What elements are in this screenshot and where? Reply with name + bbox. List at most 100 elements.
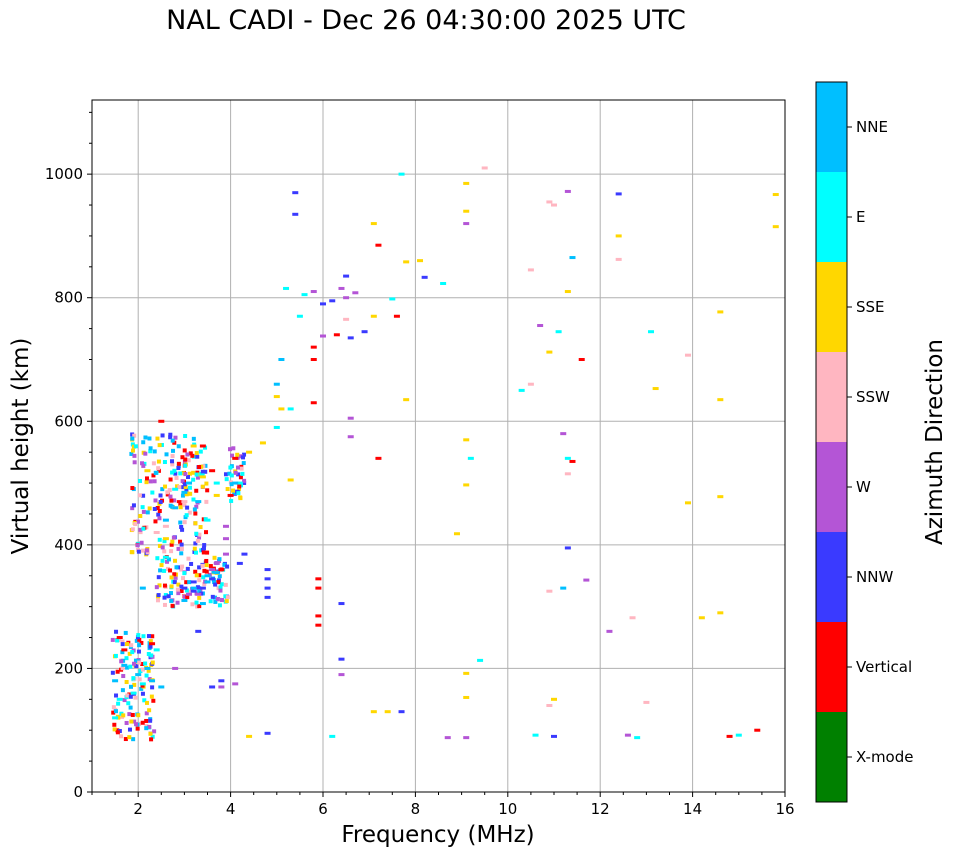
echo-point [185,595,190,600]
echo-point-e [564,456,571,460]
echo-point [151,698,156,703]
echo-point [138,669,143,674]
echo-point-nnw [218,679,225,683]
echo-point [124,679,129,684]
echo-point-vertical [176,500,183,504]
echo-point [203,469,208,474]
echo-point [186,458,191,463]
echo-point-nnw [320,302,326,306]
echo-point [172,572,177,577]
echo-point [148,479,153,484]
echo-point-nnw [236,561,243,565]
echo-point [236,491,241,496]
echo-point [133,522,138,527]
echo-point [138,514,143,519]
echo-point [178,471,183,476]
echo-point [162,568,167,573]
echo-point-vertical [310,358,317,361]
echo-point-ssw [546,200,553,204]
echo-point [170,438,175,443]
echo-point [117,729,122,734]
echo-point [172,580,177,585]
echo-point-nnw [209,685,216,689]
echo-point [140,683,145,688]
echo-point [140,662,145,667]
colorbar-segment [816,352,847,442]
echo-point [242,480,247,485]
y-tick-label: 0 [73,783,83,801]
echo-point [169,575,174,580]
echo-point-sse [417,259,424,263]
echo-point-nnw [190,589,197,593]
echo-point [212,595,217,600]
echo-point [204,563,209,568]
echo-point [117,637,122,642]
echo-point-ssw [615,257,622,261]
echo-point [193,550,198,555]
echo-point [184,487,189,492]
echo-point [148,644,153,649]
echo-point [129,643,134,648]
echo-point [184,588,189,593]
echo-point [181,485,186,490]
echo-point [121,713,126,718]
echo-point [205,550,210,555]
echo-point [176,591,181,596]
echo-point [210,594,215,599]
echo-point-nne [190,586,197,590]
echo-point [140,461,145,466]
echo-point [180,479,185,484]
echo-point-sse [463,438,470,442]
echo-point [218,585,223,590]
x-tick-label: 2 [133,800,143,818]
echo-point [240,471,245,476]
echo-point-nnw [338,602,345,606]
echo-point-w [606,629,613,633]
echo-point [176,546,181,551]
echo-point [195,454,200,459]
echo-point-nnw [343,274,350,278]
echo-point [137,637,142,642]
echo-point-vertical [232,456,239,460]
colorbar-frame [815,81,848,803]
colorbar-segment [816,712,847,802]
echo-point [198,525,203,530]
echo-point-sse [463,209,470,213]
echo-point [137,643,142,648]
echo-point [229,482,234,487]
echo-point [120,642,125,647]
echo-point-e [648,330,655,334]
echo-point [156,575,161,580]
echo-point [162,602,167,607]
echo-point [153,519,158,524]
echo-point-sse [772,225,779,229]
echo-point [172,498,177,503]
echo-point [141,463,146,468]
echo-point-nnw [209,577,216,581]
echo-point-w [222,552,229,556]
echo-point [156,598,161,603]
colorbar-tick-label: SSE [856,298,885,316]
echo-point [129,719,134,724]
echo-point-vertical [227,493,234,497]
echo-point [175,587,180,592]
echo-point [162,595,167,600]
echo-point [159,442,164,447]
echo-point-sse [259,441,266,445]
echo-point-nnw [292,212,299,216]
echo-point-ssw [153,531,160,534]
echo-point [110,670,115,675]
echo-point-nnw [264,568,271,572]
echo-point-vertical [315,614,322,618]
echo-point [197,532,202,537]
echo-point [216,580,221,585]
echo-point [212,580,217,585]
echo-point [112,727,117,732]
echo-point [191,497,196,502]
echo-point-nne [121,663,128,667]
echo-point [204,558,209,563]
echo-point-nnw [338,657,345,661]
echo-point-nne [213,571,220,575]
echo-point [148,731,153,736]
echo-point [160,545,165,550]
